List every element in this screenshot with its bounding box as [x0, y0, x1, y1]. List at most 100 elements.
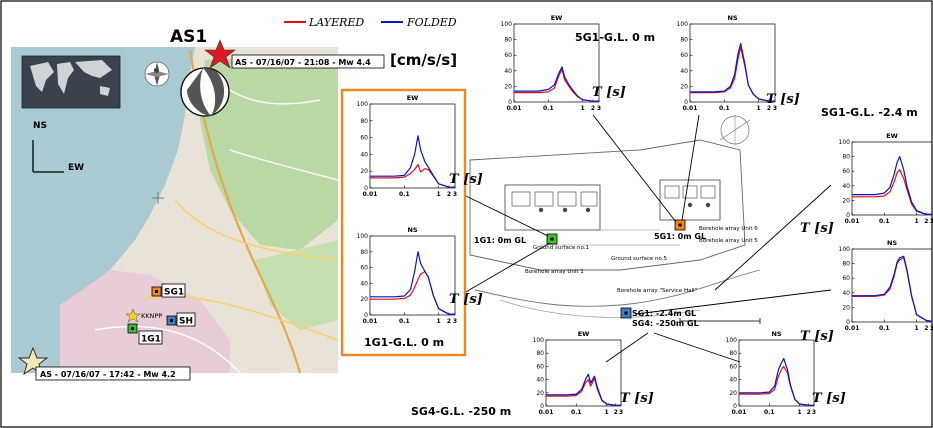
chart-title-sg4-ew: EW — [578, 330, 590, 338]
y-tick-label: 40 — [360, 280, 368, 287]
y-tick-label: 100 — [839, 246, 851, 253]
y-tick-label: 20 — [360, 296, 368, 303]
y-tick-label: 100 — [677, 21, 689, 28]
station-sg1[interactable]: SG1 — [151, 283, 186, 298]
event-second-label: AS - 07/16/07 - 17:42 - Mw 4.2 — [40, 370, 176, 379]
series-line-folded — [370, 251, 455, 315]
units-label: [cm/s/s] — [390, 51, 457, 69]
y-tick-label: 40 — [536, 377, 544, 384]
y-tick-label: 80 — [680, 37, 688, 44]
chart-sg4-ns: NS 0 20 40 60 80 100 0.01 0.1 1 2 3 T [s] — [726, 330, 846, 416]
legend: LAYERED FOLDED — [284, 16, 457, 29]
chart-axes-5g1-ew — [513, 23, 600, 103]
y-tick-label: 40 — [360, 151, 368, 158]
event-main-box — [231, 54, 385, 69]
x-tick-label: 0.1 — [399, 318, 410, 325]
x-tick-label: 3 — [773, 105, 777, 112]
station-1g1[interactable]: 1G1 — [127, 323, 163, 345]
plan-note-bh6: Borehole array Unit 6 — [699, 226, 758, 232]
series-line-folded — [852, 156, 932, 215]
x-tick-label: 0.01 — [363, 318, 378, 325]
x-tick-label: 3 — [619, 409, 623, 416]
y-tick-label: 100 — [533, 337, 545, 344]
x-tick-label: 0.1 — [543, 105, 554, 112]
x-tick-label: 1 — [437, 318, 441, 325]
group-title-sg1: SG1-G.L. -2.4 m — [821, 106, 918, 119]
group-title-1g1: 1G1-G.L. 0 m — [364, 336, 444, 349]
y-tick-label: 0 — [684, 99, 688, 106]
y-tick-label: 80 — [842, 154, 850, 161]
y-tick-label: 80 — [504, 37, 512, 44]
plan-note-gs1: Ground surface no.1 — [533, 245, 589, 251]
y-tick-label: 40 — [729, 377, 737, 384]
chart-1g1-ew: EW 0 20 40 60 80 100 0.01 0.1 1 2 3 T [s] — [357, 94, 483, 198]
station-label-sg1: SG1 — [164, 288, 184, 298]
kknpp-marker: KKNPP — [125, 308, 162, 323]
x-tick-label: 1 — [604, 409, 608, 416]
group-title-5g1: 5G1-G.L. 0 m — [575, 31, 655, 44]
legend-label-layered: LAYERED — [308, 16, 364, 29]
y-tick-label: 60 — [360, 135, 368, 142]
beachball-icon — [180, 67, 230, 117]
station-label-sh: SH — [179, 317, 193, 327]
plan-marker-1g1[interactable] — [546, 233, 558, 245]
y-tick-label: 60 — [680, 52, 688, 59]
y-tick-label: 60 — [360, 265, 368, 272]
x-tick-label: 3 — [930, 218, 933, 225]
x-tick-label: 3 — [812, 409, 816, 416]
chart-sg4-ew: EW 0 20 40 60 80 100 0.01 0.1 1 2 3 T [s] — [533, 330, 654, 416]
plan-note-gs5: Ground surface no.5 — [611, 256, 668, 262]
x-tick-label: 0.1 — [764, 409, 775, 416]
x-tick-label: 0.01 — [539, 409, 554, 416]
series-line-folded — [739, 357, 814, 406]
chart-5g1-ew: EW 0 20 40 60 80 100 0.01 0.1 1 2 3 T [s] — [501, 14, 626, 112]
road-6 — [229, 149, 339, 181]
chart-sg1-ew: EW 0 20 40 60 80 100 0.01 0.1 1 2 3 T [s] — [800, 132, 933, 236]
series-line-folded — [370, 135, 455, 188]
y-tick-label: 40 — [842, 290, 850, 297]
y-tick-label: 0 — [733, 403, 737, 410]
x-tick-label: 0.1 — [879, 325, 890, 332]
x-tick-label: 1 — [914, 218, 918, 225]
y-tick-label: 80 — [842, 261, 850, 268]
period-axis-label: T [s] — [449, 172, 483, 187]
y-tick-label: 40 — [842, 183, 850, 190]
x-tick-label: 3 — [930, 325, 933, 332]
forest-area — [200, 55, 338, 250]
chart-axes-1g1-ew — [369, 103, 456, 189]
y-tick-label: 20 — [842, 304, 850, 311]
period-axis-label: T [s] — [592, 85, 626, 100]
y-tick-label: 0 — [364, 312, 368, 319]
y-tick-label: 0 — [540, 403, 544, 410]
x-tick-label: 3 — [453, 318, 457, 325]
crosshair-icon — [152, 192, 164, 204]
road-3 — [139, 295, 339, 341]
event-main-label: AS - 07/16/07 - 21:08 - Mw 4.4 — [235, 58, 371, 67]
highlight-box-1g1 — [340, 88, 467, 357]
chart-title-sg4-ns: NS — [771, 330, 781, 338]
y-tick-label: 20 — [729, 390, 737, 397]
y-tick-label: 0 — [846, 319, 850, 326]
x-tick-label: 1 — [797, 409, 801, 416]
plan-label-1g1: 1G1: 0m GL — [474, 236, 526, 245]
y-tick-label: 20 — [680, 83, 688, 90]
y-tick-label: 40 — [680, 68, 688, 75]
plan-marker-sg[interactable] — [620, 307, 632, 319]
map-panel: N NS EW SG1 SH — [11, 47, 339, 381]
y-tick-label: 80 — [729, 350, 737, 357]
y-tick-label: 20 — [536, 390, 544, 397]
x-tick-label: 3 — [597, 105, 601, 112]
legend-label-folded: FOLDED — [406, 16, 457, 29]
chart-title-sg1-ew: EW — [886, 132, 898, 140]
x-tick-label: 1 — [437, 191, 441, 198]
y-tick-label: 40 — [504, 68, 512, 75]
chart-title-1g1-ew: EW — [407, 94, 419, 102]
period-axis-label: T [s] — [449, 292, 483, 307]
y-tick-label: 20 — [360, 168, 368, 175]
plan-marker-5g1[interactable] — [674, 219, 686, 231]
y-tick-label: 100 — [357, 101, 369, 108]
ns-label: NS — [33, 121, 47, 131]
station-sh[interactable]: SH — [166, 312, 196, 327]
x-tick-label: 0.1 — [571, 409, 582, 416]
